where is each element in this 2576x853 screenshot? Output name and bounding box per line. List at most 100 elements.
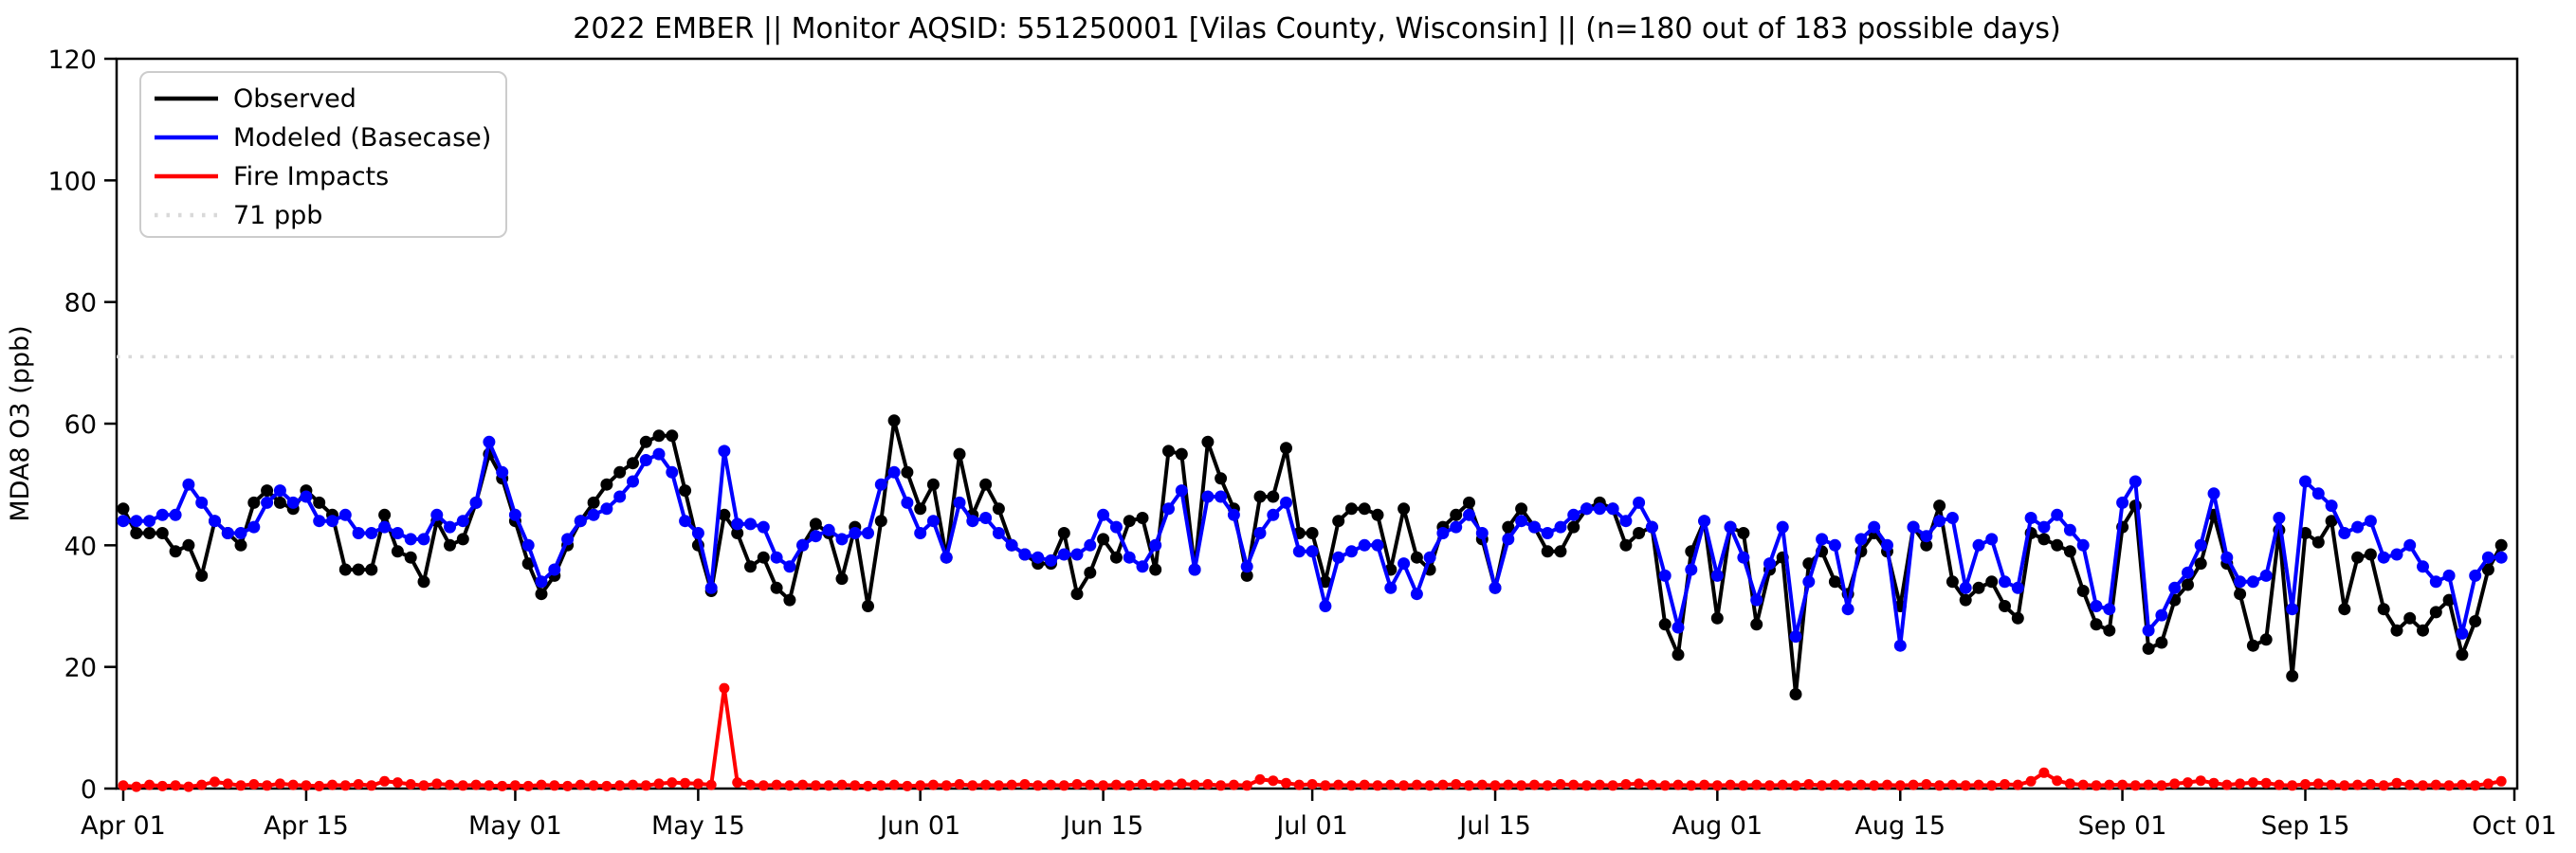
data-point: [2390, 624, 2403, 637]
legend-item-modeled: Modeled (Basecase): [155, 123, 491, 153]
data-point: [1136, 512, 1149, 524]
data-point: [2377, 551, 2390, 564]
data-point: [1881, 538, 1893, 552]
data-point: [365, 563, 378, 576]
legend-label-modeled: Modeled (Basecase): [233, 123, 491, 153]
data-point: [2247, 777, 2258, 789]
data-point: [352, 527, 365, 539]
data-point: [2259, 633, 2273, 646]
data-point: [2208, 777, 2220, 789]
data-point: [2286, 603, 2299, 616]
x-tick-label: Oct 01: [2472, 811, 2557, 841]
data-point: [1345, 502, 1358, 516]
data-point: [732, 777, 743, 789]
legend-label-threshold: 71 ppb: [233, 201, 322, 230]
data-point: [2495, 775, 2507, 787]
data-point: [1541, 527, 1554, 539]
data-point: [1581, 780, 1592, 791]
data-point: [117, 515, 130, 528]
data-point: [2404, 779, 2416, 790]
data-point: [2429, 606, 2442, 619]
data-point: [2390, 548, 2403, 561]
data-point: [1306, 779, 1318, 789]
data-point: [1854, 533, 1868, 546]
data-point: [2338, 603, 2351, 616]
data-point: [1410, 588, 1423, 601]
data-point: [2142, 624, 2155, 637]
data-point: [1985, 533, 1999, 546]
data-point: [1240, 569, 1253, 582]
data-point: [155, 527, 169, 539]
x-tick-label: Jul 15: [1457, 811, 1531, 841]
data-point: [2103, 603, 2116, 616]
data-point: [1828, 538, 1841, 552]
data-point: [1619, 538, 1633, 552]
data-point: [1973, 779, 1984, 790]
x-tick-label: Jun 01: [878, 811, 960, 841]
data-point: [926, 478, 940, 491]
data-point: [508, 508, 521, 521]
data-point: [404, 533, 417, 546]
data-point: [1215, 780, 1227, 791]
x-tick-label: Jun 15: [1061, 811, 1143, 841]
data-point: [809, 517, 822, 531]
data-point: [1933, 515, 1946, 528]
data-point: [417, 533, 430, 546]
data-point: [2418, 780, 2428, 791]
data-point: [561, 533, 575, 546]
data-point: [156, 780, 168, 791]
data-point: [652, 429, 666, 443]
data-point: [261, 496, 274, 509]
data-point: [2169, 778, 2181, 789]
data-point: [1437, 779, 1449, 790]
data-point: [1672, 648, 1685, 662]
data-point: [1267, 490, 1280, 503]
data-point: [718, 508, 731, 521]
data-point: [1253, 527, 1267, 539]
legend-item-fire-impacts: Fire Impacts: [155, 162, 389, 191]
data-point: [2051, 508, 2064, 521]
data-point: [2469, 569, 2482, 582]
data-point: [2338, 527, 2351, 539]
data-point: [1201, 435, 1215, 448]
data-point: [2037, 533, 2051, 546]
data-point: [2312, 778, 2324, 789]
data-point: [352, 563, 365, 576]
legend: Observed Modeled (Basecase) Fire Impacts…: [139, 71, 507, 238]
data-point: [2207, 487, 2220, 500]
data-point: [1293, 779, 1305, 790]
data-point: [1528, 779, 1540, 790]
data-point: [2417, 624, 2429, 637]
data-point: [1829, 779, 1840, 790]
data-point: [313, 496, 326, 509]
data-point: [2234, 575, 2247, 589]
data-point: [1594, 779, 1605, 790]
data-point: [1999, 600, 2011, 612]
data-point: [2403, 611, 2417, 625]
data-point: [430, 508, 444, 521]
data-point: [874, 515, 887, 528]
data-point: [182, 478, 195, 491]
data-point: [770, 581, 783, 594]
data-point: [600, 478, 613, 491]
data-point: [1658, 569, 1672, 582]
data-point: [1724, 520, 1737, 534]
data-point: [2482, 778, 2494, 789]
data-point: [1123, 515, 1136, 528]
data-point: [209, 515, 221, 528]
data-point: [1057, 548, 1070, 561]
data-point: [1568, 779, 1580, 790]
data-point: [927, 779, 939, 790]
data-point: [1280, 496, 1292, 509]
data-point: [169, 545, 182, 558]
data-point: [2183, 777, 2193, 789]
data-point: [1855, 779, 1867, 790]
data-point: [2430, 779, 2441, 790]
data-point: [1541, 545, 1554, 558]
data-point: [1554, 520, 1567, 534]
data-point: [2377, 603, 2390, 616]
data-point: [1384, 581, 1398, 594]
data-point: [770, 551, 783, 564]
data-point: [1268, 775, 1279, 787]
data-point: [1410, 551, 1423, 564]
